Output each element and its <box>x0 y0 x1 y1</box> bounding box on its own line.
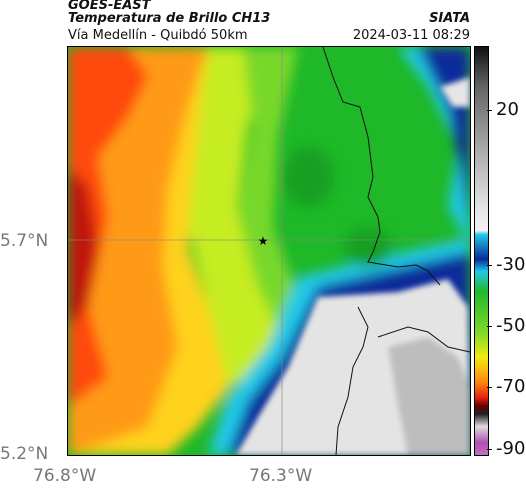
product-title: Temperatura de Brillo CH13 <box>68 11 271 26</box>
colorbar-tick <box>487 110 492 111</box>
timestamp: 2024-03-11 08:29 <box>352 28 470 43</box>
station-marker: ★ <box>258 234 269 248</box>
colorbar-tick <box>487 265 492 266</box>
colorbar-tick <box>487 387 492 388</box>
organization-label: SIATA <box>429 11 470 26</box>
colorbar <box>474 46 489 456</box>
brightness-temperature-map: ★ <box>68 47 470 455</box>
lon-label-left: 76.8°W <box>33 466 97 486</box>
colorbar-label-30: -30 <box>496 254 526 275</box>
colorbar-label-20: 20 <box>496 99 519 120</box>
lon-label-mid: 76.3°W <box>249 466 313 486</box>
satellite-name: GOES-EAST <box>68 0 151 13</box>
map-panel[interactable]: ★ <box>67 46 471 456</box>
colorbar-label-70: -70 <box>496 376 526 397</box>
lat-label-bottom: 5.2°N <box>0 444 49 464</box>
region-label: Vía Medellín - Quibdó 50km <box>68 28 248 43</box>
colorbar-tick <box>487 449 492 450</box>
lat-label-top: 5.7°N <box>0 231 49 251</box>
colorbar-label-50: -50 <box>496 315 526 336</box>
colorbar-tick <box>487 326 492 327</box>
colorbar-label-90: -90 <box>496 438 526 459</box>
